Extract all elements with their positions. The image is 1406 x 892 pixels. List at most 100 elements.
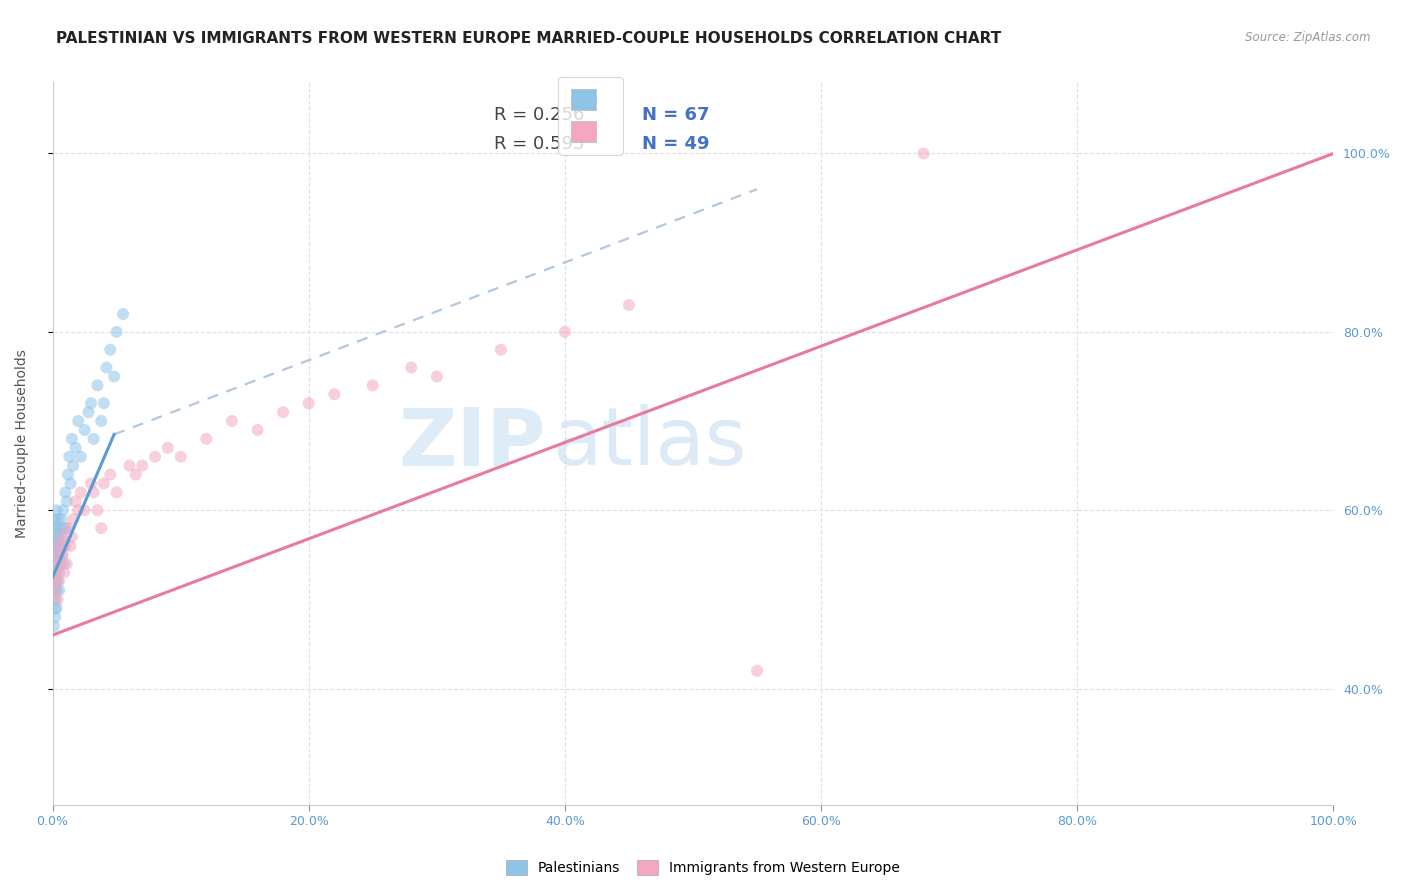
Point (44, 583, 66, 598)
Point (105, 485, 128, 500)
Point (221, 414, 243, 428)
Point (80, 476, 103, 491)
Point (105, 325, 128, 339)
Point (42, 592, 65, 607)
Point (45, 574, 67, 589)
Point (98, 467, 121, 482)
Point (49, 539, 72, 553)
Text: R = 0.256: R = 0.256 (495, 105, 585, 124)
Point (56, 467, 79, 482)
Text: Source: ZipAtlas.com: Source: ZipAtlas.com (1246, 31, 1371, 45)
Point (42, 574, 65, 589)
Point (170, 450, 193, 464)
Point (118, 458, 141, 473)
Point (112, 307, 135, 321)
Point (67, 503, 90, 517)
Point (53, 566, 76, 580)
Point (46, 539, 69, 553)
Point (45, 566, 67, 580)
Point (48, 583, 70, 598)
Point (45, 566, 67, 580)
Point (44, 574, 66, 589)
Point (51, 530, 73, 544)
Point (73, 423, 96, 437)
Point (90, 414, 112, 428)
Point (617, 298, 640, 312)
Text: N = 67: N = 67 (641, 105, 709, 124)
Point (912, 146, 935, 161)
Point (156, 441, 179, 455)
Y-axis label: Married-couple Households: Married-couple Households (15, 349, 30, 538)
Point (55, 557, 77, 571)
Point (298, 396, 321, 410)
Point (96, 360, 118, 375)
Point (44, 566, 66, 580)
Point (42, 521, 65, 535)
Point (83, 432, 105, 446)
Point (45, 521, 67, 535)
Point (246, 423, 269, 437)
Point (554, 325, 576, 339)
Point (55, 521, 77, 535)
Point (46, 574, 69, 589)
Point (80, 396, 103, 410)
Point (131, 458, 153, 473)
Point (45, 601, 67, 615)
Point (103, 369, 125, 384)
Text: R = 0.593: R = 0.593 (495, 135, 585, 153)
Point (77, 405, 100, 419)
Point (45, 503, 67, 517)
Point (55, 539, 77, 553)
Point (42, 583, 65, 598)
Point (45, 548, 67, 562)
Point (48, 566, 70, 580)
Point (45, 583, 67, 598)
Point (93, 396, 115, 410)
Point (69, 450, 91, 464)
Point (48, 539, 70, 553)
Point (48, 530, 70, 544)
Point (52, 539, 75, 553)
Point (56, 521, 79, 535)
Point (46, 512, 69, 526)
Point (62, 458, 84, 473)
Point (83, 485, 105, 500)
Point (323, 387, 346, 401)
Point (58, 450, 80, 464)
Point (59, 476, 82, 491)
Point (46, 530, 69, 544)
Point (52, 548, 75, 562)
Legend: , : , (558, 77, 623, 154)
Point (59, 539, 82, 553)
Point (426, 369, 449, 384)
Point (90, 521, 112, 535)
Point (48, 574, 70, 589)
Point (53, 557, 76, 571)
Point (65, 441, 87, 455)
Point (86, 378, 108, 392)
Point (93, 476, 115, 491)
Point (49, 521, 72, 535)
Point (125, 467, 148, 482)
Point (46, 557, 69, 571)
Point (51, 530, 73, 544)
Legend: Palestinians, Immigrants from Western Europe: Palestinians, Immigrants from Western Eu… (501, 855, 905, 880)
Text: atlas: atlas (553, 404, 747, 483)
Point (73, 503, 96, 517)
Point (42, 557, 65, 571)
Point (44, 601, 66, 615)
Point (143, 450, 166, 464)
Point (52, 503, 75, 517)
Point (60, 530, 83, 544)
Text: ZIP: ZIP (398, 404, 546, 483)
Point (49, 557, 72, 571)
Point (42, 566, 65, 580)
Point (55, 485, 77, 500)
Point (44, 530, 66, 544)
Point (44, 592, 66, 607)
Point (44, 583, 66, 598)
Point (65, 494, 87, 508)
Point (62, 512, 84, 526)
Point (53, 521, 76, 535)
Point (45, 539, 67, 553)
